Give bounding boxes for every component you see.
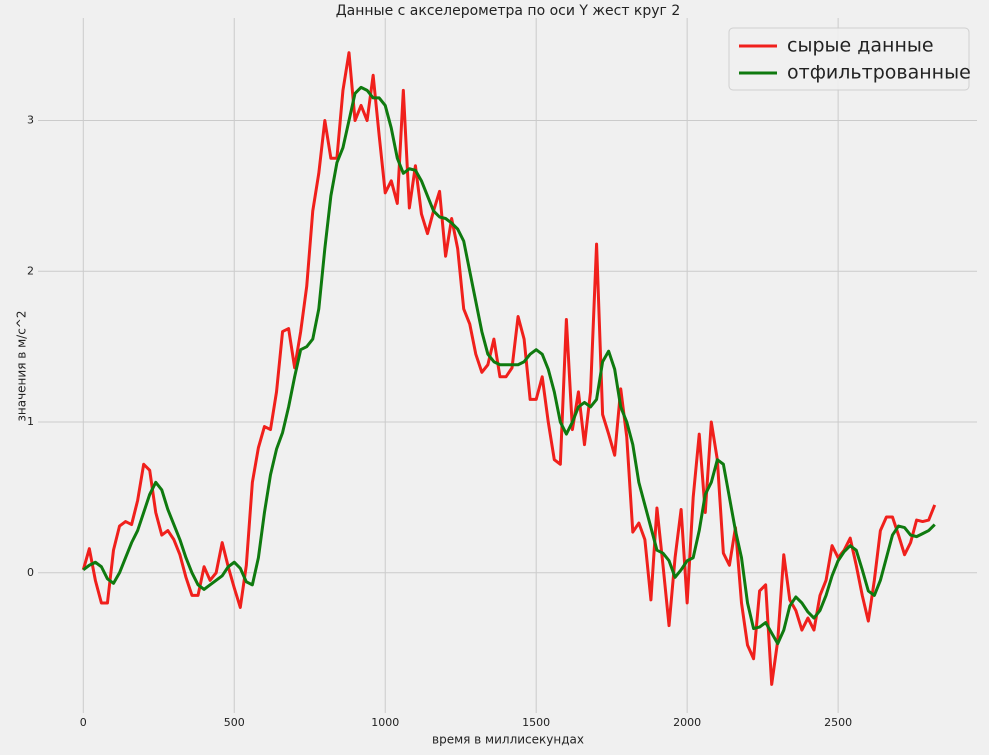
grid xyxy=(38,18,977,713)
y-axis-label: значения в м/с^2 xyxy=(15,311,29,422)
lines xyxy=(81,51,937,686)
x-tick-label: 1500 xyxy=(522,716,550,729)
x-axis-label: время в миллисекундах xyxy=(432,733,584,747)
data-line xyxy=(81,51,937,686)
y-tick-label: 3 xyxy=(27,114,34,127)
x-tick-label: 1000 xyxy=(371,716,399,729)
legend-label: отфильтрованные xyxy=(787,62,971,84)
legend-label: сырые данные xyxy=(787,35,934,57)
x-tick-label: 500 xyxy=(224,716,245,729)
y-tick-label: 2 xyxy=(27,264,34,277)
data-line xyxy=(82,85,936,646)
x-tick-label: 2000 xyxy=(673,716,701,729)
legend-box xyxy=(728,27,970,91)
x-tick-label: 2500 xyxy=(824,716,852,729)
legend: сырые данные отфильтрованные xyxy=(728,27,971,91)
y-tick-label: 1 xyxy=(27,415,34,428)
chart-title: Данные с акселерометра по оси Y жест кру… xyxy=(336,3,681,19)
x-tick-label: 0 xyxy=(80,716,87,729)
y-tick-label: 0 xyxy=(27,566,34,579)
